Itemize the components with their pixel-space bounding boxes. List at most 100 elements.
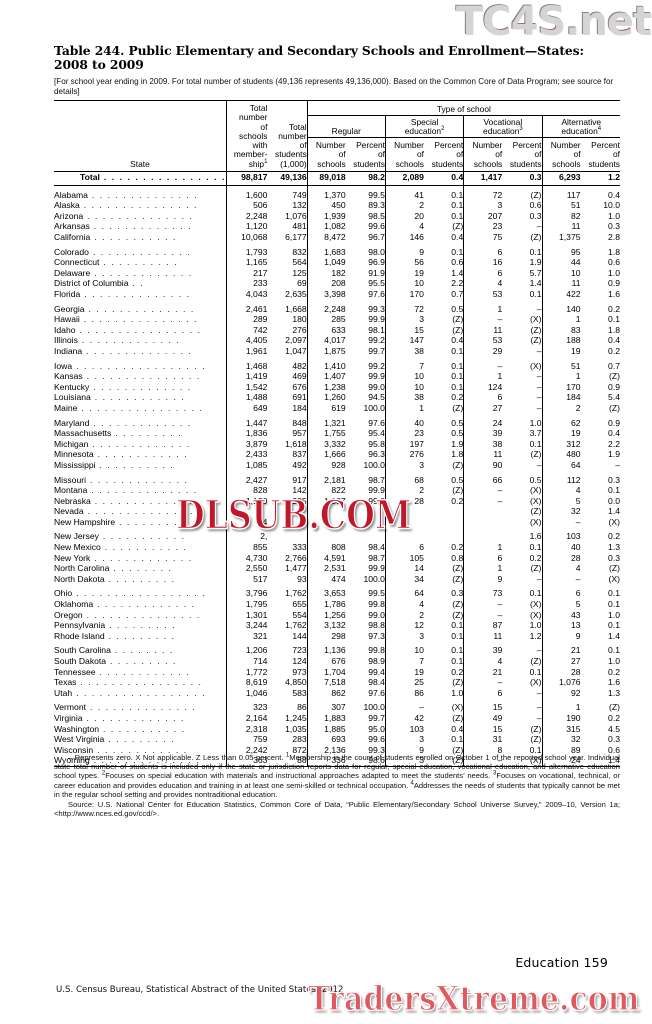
table-row[interactable]: Virginia . . . . . . . . . . . . . 2,164 1… [54, 712, 620, 724]
table-row[interactable]: Michigan . . . . . . . . . . . . . 3,879 1… [54, 438, 620, 450]
table-cell: 1,885 [306, 723, 346, 735]
table-row[interactable]: South Dakota . . . . . . . . . 714 124 676 9… [54, 656, 620, 667]
table-row[interactable]: South Carolina . . . . . . . . 1,206 723 1,… [54, 645, 620, 657]
table-row[interactable]: Alabama . . . . . . . . . . . . . . 1,600… [54, 189, 620, 201]
table-row[interactable]: Louisiana . . . . . . . . . . . . 1,488 69… [54, 392, 620, 403]
table-row[interactable]: Maryland . . . . . . . . . . . . . 1,447 8… [54, 417, 620, 429]
table-cell: 714 [225, 656, 268, 667]
table-cell: 1.0 [529, 417, 542, 428]
table-row[interactable]: Nebraska . . . . . . . . . . . . . 1,120 2… [54, 495, 620, 507]
table-row[interactable]: Missouri . . . . . . . . . . . . . 2,427 9… [54, 474, 620, 486]
spacer-cell [306, 356, 346, 361]
table-row[interactable]: Texas . . . . . . . . . . . . . . . . 8,6… [54, 677, 620, 688]
state-name: Michigan [54, 438, 89, 449]
table-cell: 39 [463, 428, 503, 439]
table-row[interactable]: Maine . . . . . . . . . . . . . . . . 649… [54, 402, 620, 414]
table-row[interactable]: Alaska . . . . . . . . . . . . . . . 506 1… [54, 200, 620, 211]
row-label-state: Idaho . . . . . . . . . . . . . . . . [54, 325, 226, 336]
table-cell: 0.2 [451, 666, 464, 677]
table-cell: 1.8 [608, 324, 620, 335]
table-row[interactable]: Iowa . . . . . . . . . . . . . . . . . 1,… [54, 360, 620, 372]
table-row[interactable]: District of Columbia . . 233 69 208 95.5 10 2.… [54, 278, 620, 290]
dot-leader: . . . . . . . . . . [95, 459, 175, 470]
table-row[interactable]: California . . . . . . . . . . . 10,068 6,… [54, 232, 620, 243]
table-row[interactable]: Colorado . . . . . . . . . . . . . 1,793 8… [54, 246, 620, 258]
table-cell: 66 [463, 474, 503, 486]
table-cell: 822 [306, 485, 346, 496]
table-cell: 182 [306, 267, 346, 279]
spacer-cell [225, 242, 268, 247]
table-cell: 97.6 [368, 687, 385, 698]
table-cell: 676 [292, 381, 307, 392]
table-row[interactable]: Delaware . . . . . . . . . . . . . 217 125… [54, 267, 620, 279]
state-name: Indiana [54, 345, 83, 356]
table-cell: 808 [306, 542, 346, 553]
table-row[interactable]: Arkansas . . . . . . . . . . . . . 1,120 4… [54, 221, 620, 233]
table-row[interactable]: Kentucky . . . . . . . . . . . . . 1,542 6… [54, 381, 620, 393]
table-row[interactable]: North Carolina . . . . . . . . 2,550 1,477… [54, 563, 620, 574]
table-row[interactable]: Ohio . . . . . . . . . . . . . . . . . 3,… [54, 588, 620, 600]
table-cell: 93 [297, 573, 307, 584]
table-row[interactable]: Nevada . . . . . . . . . . . . . . . (Z) 3… [54, 506, 620, 517]
table-row[interactable]: Wisconsin . . . . . . . . . . . . 2,242 87… [54, 744, 620, 756]
table-cell: (Z) [530, 324, 542, 335]
table-cell: 0.1 [529, 588, 542, 599]
table-row[interactable]: Minnesota . . . . . . . . . . . . 2,433 83… [54, 449, 620, 460]
table-cell [424, 531, 464, 542]
dot-leader: . . . . . . . . . [104, 630, 176, 641]
table-row[interactable]: Florida . . . . . . . . . . . . . . 4,043… [54, 289, 620, 300]
table-cell: 363 [225, 755, 268, 767]
table-cell: 19 [541, 345, 581, 357]
table-cell: (Z) [530, 232, 542, 243]
table-cell: 3 [384, 734, 424, 745]
table-row[interactable]: Connecticut . . . . . . . . . . 1,165 564 1… [54, 257, 620, 268]
table-cell: 0.3 [608, 221, 620, 232]
table-row[interactable]: Indiana . . . . . . . . . . . . . . 1,961… [54, 345, 620, 357]
table-row[interactable]: New Jersey . . . . . . . . . . . 2, 1.6 103… [54, 531, 620, 543]
table-row[interactable]: Utah . . . . . . . . . . . . . . . . . 1,… [54, 687, 620, 699]
table-row[interactable]: Idaho . . . . . . . . . . . . . . . . 742… [54, 324, 620, 336]
table-row[interactable]: Oklahoma . . . . . . . . . . . . . 1,795 6… [54, 599, 620, 610]
table-cell: 86 [297, 702, 307, 713]
table-row[interactable]: Wyoming . . . . . . . . . . . . . . 363 88… [54, 755, 620, 767]
row-label-state: Nevada . . . . . . . . . . . . . . . [54, 506, 226, 517]
table-cell: 749 [292, 189, 307, 200]
table-row[interactable]: Washington . . . . . . . . . . . 2,318 1,0… [54, 723, 620, 735]
column-header-percent-of-students: Percent of students [424, 137, 464, 169]
table-cell: 1.4 [529, 278, 542, 289]
table-cell: 0.3 [608, 474, 620, 485]
table-row[interactable]: Pennsylvania . . . . . . . . . 3,244 1,762… [54, 620, 620, 631]
table-row[interactable]: North Dakota . . . . . . . . . 517 93 474 10… [54, 573, 620, 585]
table-row[interactable]: Illinois . . . . . . . . . . . . . 4,405 2… [54, 335, 620, 346]
table-cell: (Z) [609, 402, 620, 413]
table-row[interactable]: Kansas . . . . . . . . . . . . . . . 1,41… [54, 371, 620, 382]
table-cell: – [536, 459, 542, 470]
table-row[interactable]: Georgia . . . . . . . . . . . . . . 2,461… [54, 303, 620, 315]
table-row-total[interactable]: Total . . . . . . . . . . . . . . . . 98,… [54, 171, 620, 183]
table-row[interactable]: Massachusetts . . . . . . . . . 1,836 957 1… [54, 428, 620, 439]
table-row[interactable]: West Virginia . . . . . . . . . 759 283 693… [54, 734, 620, 745]
state-name: Alaska [54, 200, 80, 211]
row-label-state: Washington . . . . . . . . . . . [54, 724, 226, 735]
row-label-state: Connecticut . . . . . . . . . . [54, 257, 226, 268]
state-name: Missouri [54, 474, 86, 485]
table-row[interactable]: New York . . . . . . . . . . . . . 4,730 2… [54, 552, 620, 564]
table-cell: 0.1 [451, 345, 464, 356]
table-row[interactable]: Arizona . . . . . . . . . . . . . . 2,248… [54, 210, 620, 222]
table-row[interactable]: Hawaii . . . . . . . . . . . . . . . 289 1… [54, 314, 620, 325]
table-row[interactable]: Tennessee . . . . . . . . . . . . 1,772 97… [54, 666, 620, 678]
table-row[interactable]: Vermont . . . . . . . . . . . . . . 323 86… [54, 702, 620, 713]
table-cell: 100.0 [363, 402, 385, 413]
table-row[interactable]: Mississippi . . . . . . . . . . 1,085 492 9… [54, 459, 620, 471]
table-row[interactable]: New Mexico . . . . . . . . . . . 855 333 80… [54, 542, 620, 553]
dot-leader: . . . . . . . . . . . . . . . . [75, 324, 202, 335]
hdr-line: of [495, 149, 503, 160]
table-cell: 1.4 [608, 506, 620, 517]
table-row[interactable]: Oregon . . . . . . . . . . . . . . . 1,30… [54, 609, 620, 621]
table-row[interactable]: Montana . . . . . . . . . . . . . . 828 14… [54, 485, 620, 496]
table-cell: 95 [541, 246, 581, 258]
table-row[interactable]: Rhode Island . . . . . . . . . 321 144 298 9… [54, 630, 620, 642]
table-row[interactable]: New Hampshire . . . . . . . . . 4 (X) – (X) [54, 516, 620, 528]
rule-cell [54, 766, 227, 770]
table-cell: 49,136 [280, 172, 307, 183]
